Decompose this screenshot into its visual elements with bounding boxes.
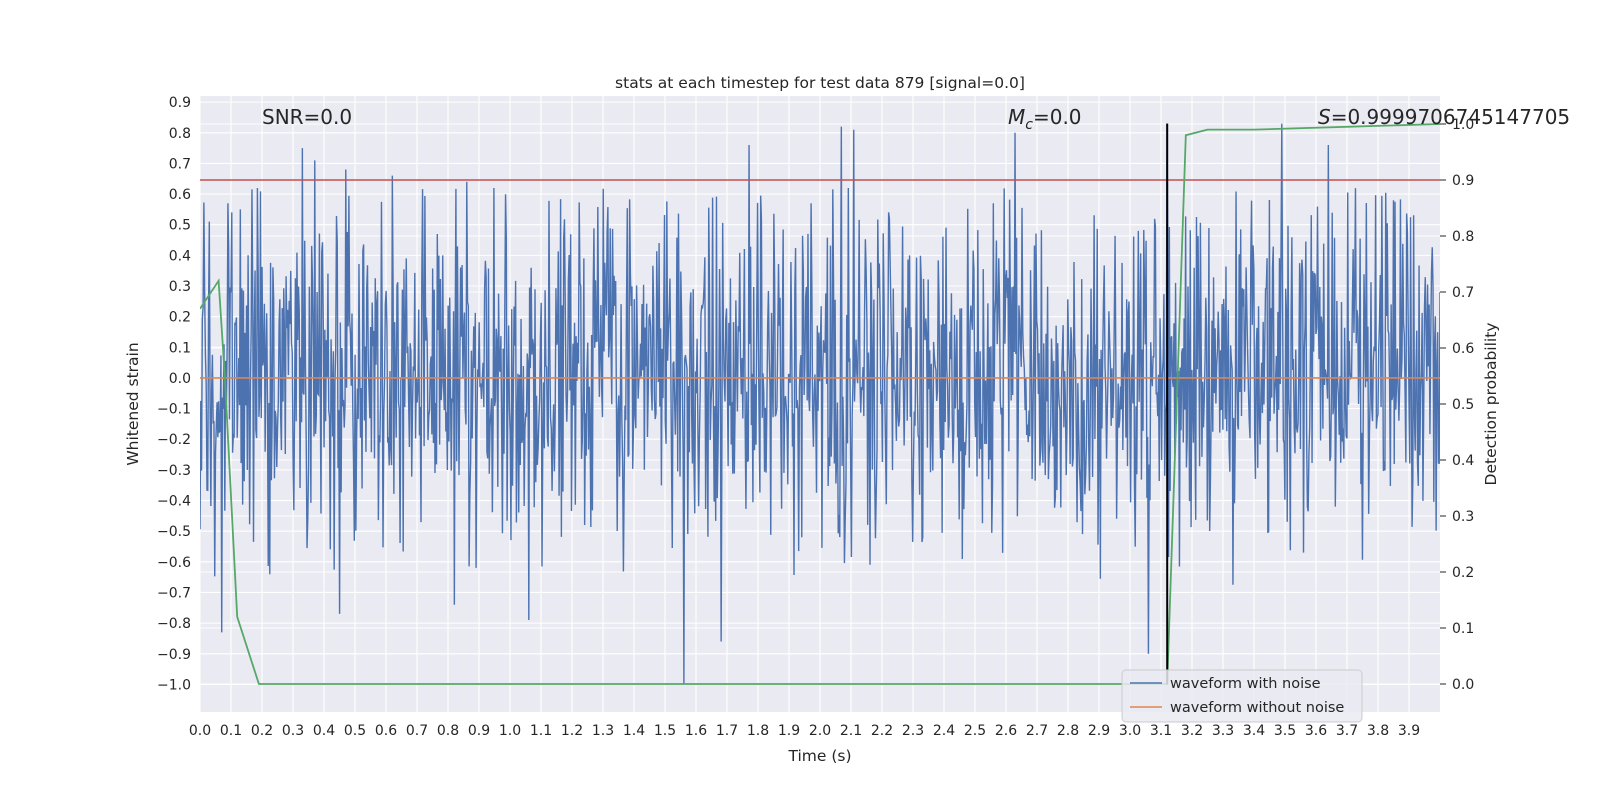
x-tick-label: 2.4 (933, 723, 955, 739)
y-tick-label: −1.0 (157, 677, 191, 693)
x-tick-label: 2.9 (1088, 723, 1110, 739)
x-tick-label: 3.9 (1398, 723, 1420, 739)
score-annotation: S=0.9999706745147705 (1318, 105, 1570, 129)
x-tick-label: 2.3 (902, 723, 924, 739)
x-tick-label: 0.0 (189, 723, 211, 739)
x-tick-label: 3.5 (1274, 723, 1296, 739)
x-tick-label: 3.8 (1367, 723, 1389, 739)
x-tick-label: 0.2 (251, 723, 273, 739)
x-tick-label: 0.6 (375, 723, 397, 739)
x-tick-label: 3.2 (1181, 723, 1203, 739)
s-symbol: S (1318, 105, 1331, 129)
y-tick-label: −0.2 (157, 432, 191, 448)
y-tick-label: −0.9 (157, 647, 191, 663)
series-waveform-with-noise (200, 123, 1440, 685)
y-tick-label: 0.5 (169, 218, 191, 234)
series-layer (200, 123, 1440, 685)
series-group (200, 123, 1440, 685)
y-tick-label: 0.6 (169, 187, 191, 203)
y-tick-label: 0.7 (169, 156, 191, 172)
mc-subscript: c (1025, 117, 1033, 133)
x-tick-label: 2.0 (809, 723, 831, 739)
x-tick-label: 2.6 (995, 723, 1017, 739)
x-tick-label: 0.7 (406, 723, 428, 739)
y-right-tick-label: 0.2 (1452, 565, 1474, 581)
x-tick-label: 1.3 (592, 723, 614, 739)
x-tick-label: 2.8 (1057, 723, 1079, 739)
legend-label-clean: waveform without noise (1170, 700, 1344, 716)
chirp-mass-annotation: Mc=0.0 (1008, 105, 1082, 133)
legend-label-noise: waveform with noise (1170, 676, 1321, 692)
y-axis-label-right: Detection probability (1482, 323, 1500, 486)
chart-title: stats at each timestep for test data 879… (615, 74, 1025, 92)
grid-lines (199, 96, 1440, 712)
x-tick-label: 1.2 (561, 723, 583, 739)
x-tick-label: 0.5 (344, 723, 366, 739)
y-tick-label: −0.6 (157, 555, 191, 571)
x-tick-label: 0.1 (220, 723, 242, 739)
y-tick-label: 0.4 (169, 248, 191, 264)
y-right-tick-label: 0.4 (1452, 453, 1474, 469)
x-tick-label: 2.1 (840, 723, 862, 739)
y-right-tick-label: 0.6 (1452, 341, 1474, 357)
y-right-tick-label: 0.8 (1452, 229, 1474, 245)
y-right-tick-label: 0.0 (1452, 677, 1474, 693)
x-tick-label: 1.8 (747, 723, 769, 739)
legend-box (1121, 669, 1363, 723)
y-tick-label: −0.8 (157, 616, 191, 632)
x-tick-label: 1.4 (623, 723, 645, 739)
y-tick-label: −0.3 (157, 463, 191, 479)
x-tick-label: 0.3 (282, 723, 304, 739)
x-tick-label: 3.6 (1305, 723, 1327, 739)
x-tick-label: 0.4 (313, 723, 335, 739)
x-tick-label: 3.4 (1243, 723, 1265, 739)
x-tick-label: 1.6 (685, 723, 707, 739)
y-right-tick-label: 1.0 (1452, 117, 1474, 133)
x-tick-label: 1.9 (778, 723, 800, 739)
s-value: =0.9999706745147705 (1331, 105, 1570, 129)
y-right-tick-label: 0.3 (1452, 509, 1474, 525)
snr-annotation: SNR=0.0 (262, 105, 352, 129)
legend: waveform with noise waveform without noi… (1121, 669, 1363, 723)
x-axis-label: Time (s) (787, 747, 851, 765)
x-tick-label: 1.7 (716, 723, 738, 739)
y-tick-label: 0.9 (169, 95, 191, 111)
x-tick-label: 3.0 (1119, 723, 1141, 739)
y-right-tick-label: 0.9 (1452, 173, 1474, 189)
axis-ticks: 0.0 0.1 0.2 0.3 0.4 0.5 0.6 0.7 0.8 0.9 1.0 1.1 1.2 1… (157, 95, 1474, 739)
x-tick-label: 0.9 (468, 723, 490, 739)
y-tick-label: −0.7 (157, 585, 191, 601)
y-tick-label: 0.3 (169, 279, 191, 295)
x-tick-label: 3.7 (1336, 723, 1358, 739)
x-tick-label: 0.8 (437, 723, 459, 739)
x-tick-label: 1.1 (530, 723, 552, 739)
y-tick-label: 0.2 (169, 310, 191, 326)
mc-value: =0.0 (1033, 105, 1082, 129)
y-tick-label: 0.1 (169, 340, 191, 356)
y-tick-label: −0.4 (157, 494, 191, 510)
y-tick-label: −0.5 (157, 524, 191, 540)
x-tick-label: 2.2 (871, 723, 893, 739)
x-tick-label: 3.3 (1212, 723, 1234, 739)
y-right-tick-label: 0.7 (1452, 285, 1474, 301)
x-tick-label: 1.0 (499, 723, 521, 739)
y-tick-label: 0.8 (169, 126, 191, 142)
mc-symbol: M (1008, 105, 1025, 129)
y-right-tick-label: 0.1 (1452, 621, 1474, 637)
x-tick-label: 3.1 (1150, 723, 1172, 739)
x-tick-label: 2.5 (964, 723, 986, 739)
y-tick-label: 0.0 (169, 371, 191, 387)
series-detection-probability (200, 123, 1440, 685)
y-axis-label: Whitened strain (124, 342, 142, 465)
x-tick-label: 2.7 (1026, 723, 1048, 739)
y-right-tick-label: 0.5 (1452, 397, 1474, 413)
y-tick-label: −0.1 (157, 402, 191, 418)
x-tick-label: 1.5 (654, 723, 676, 739)
